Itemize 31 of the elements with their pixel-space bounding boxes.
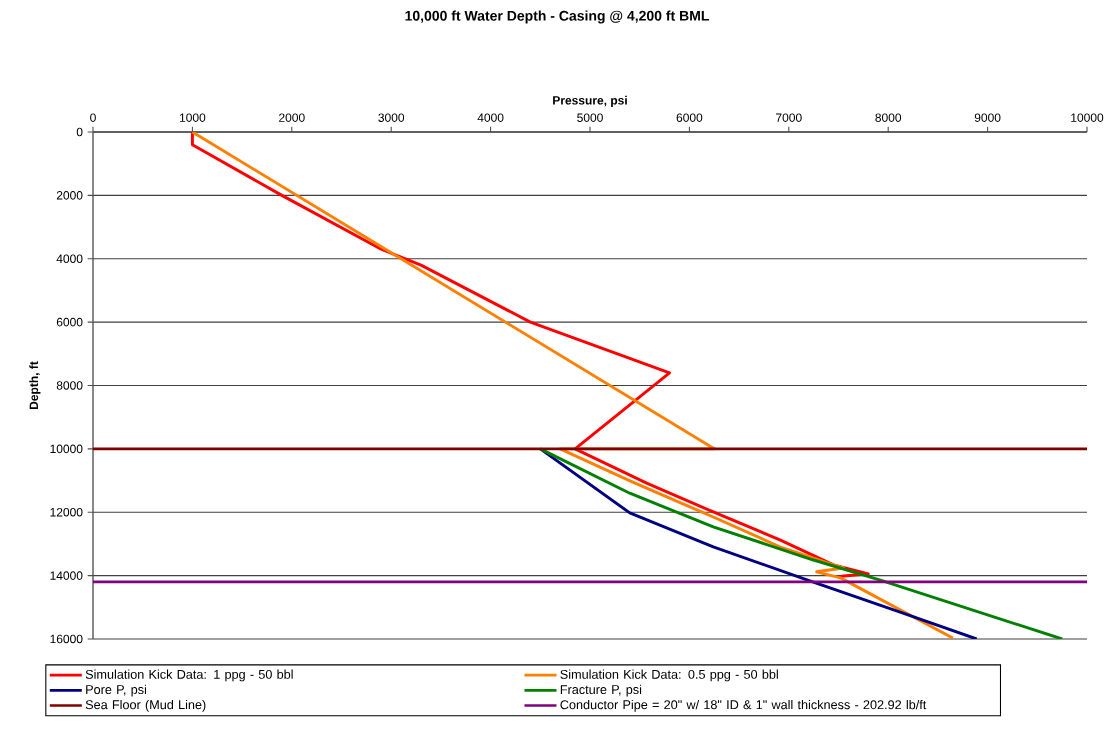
x-tick-label: 7000 <box>776 113 802 122</box>
x-tick-label: 10000 <box>1071 113 1104 122</box>
x-tick-label: 3000 <box>378 113 405 122</box>
y-tick-label: 12000 <box>50 507 83 517</box>
legend-label: Conductor Pipe = 20" w/ 18" ID & 1" wall thickness - 202.92 lb/ft <box>560 699 927 712</box>
x-axis-title: Pressure, psi <box>553 95 627 107</box>
x-tick-label: 0 <box>90 113 96 122</box>
legend-label: Simulation Kick Data: 1 ppg - 50 bbl <box>85 669 293 682</box>
legend-label: Simulation Kick Data: 0.5 ppg - 50 bbl <box>560 669 778 682</box>
y-tick-label: 14000 <box>50 571 83 580</box>
y-tick-label: 4000 <box>56 254 83 263</box>
x-tick-label: 8000 <box>875 113 902 122</box>
x-tick-label: 6000 <box>676 113 703 122</box>
x-tick-label: 5000 <box>577 113 603 122</box>
line-series <box>190 132 870 579</box>
chart-title: 10,000 ft Water Depth - Casing @ 4,200 ft BML <box>405 10 709 24</box>
y-tick-label: 2000 <box>56 191 83 200</box>
y-axis-title: Depth, ft <box>29 361 41 410</box>
y-tick-label: 0 <box>76 127 83 137</box>
legend-label: Fracture P, psi <box>560 684 642 697</box>
x-tick-label: 4000 <box>477 113 504 122</box>
y-tick-label: 10000 <box>50 444 83 454</box>
x-tick-label: 1000 <box>179 113 206 122</box>
y-tick-label: 8000 <box>56 381 83 390</box>
legend-label: Pore P, psi <box>86 684 147 697</box>
legend-label: Sea Floor (Mud Line) <box>85 699 206 712</box>
x-tick-label: 9000 <box>974 113 1001 122</box>
y-tick-label: 16000 <box>50 634 83 644</box>
y-tick-label: 6000 <box>56 317 83 327</box>
line-series <box>538 447 1064 639</box>
x-tick-label: 2000 <box>279 113 305 122</box>
